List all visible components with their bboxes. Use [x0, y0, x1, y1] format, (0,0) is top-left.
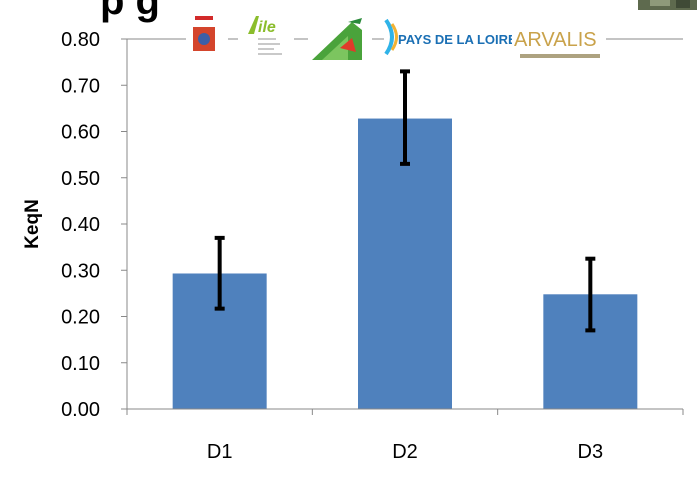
chart-title-fragment: p g	[100, 0, 160, 23]
y-tick-label: 0.10	[61, 353, 100, 375]
pays-de-la-loire-text: PAYS DE LA LOIRE	[398, 32, 517, 47]
photo-fragment	[638, 0, 697, 10]
x-axis: D1 D2 D3	[126, 408, 684, 463]
aile-logo-text: ile	[258, 19, 276, 36]
arvalis-logo: ARVALIS	[514, 29, 600, 58]
x-category-label: D3	[578, 441, 604, 463]
y-axis-title: KeqN	[22, 199, 43, 249]
y-tick-label: 0.30	[61, 260, 100, 282]
bar	[358, 118, 452, 410]
y-tick-label: 0.70	[61, 75, 100, 97]
y-tick-label: 0.00	[61, 399, 100, 421]
region-logo	[312, 18, 362, 60]
pays-de-la-loire-logo: PAYS DE LA LOIRE	[384, 18, 517, 56]
aile-logo: ile	[248, 16, 282, 55]
error-bars	[214, 69, 596, 333]
y-tick-label: 0.50	[61, 168, 100, 190]
y-tick-label: 0.20	[61, 307, 100, 329]
arvalis-text: ARVALIS	[514, 29, 597, 51]
y-tick-label: 0.60	[61, 122, 100, 144]
partner-logos: ile PAYS DE LA LOIRE ARVALIS	[186, 10, 606, 66]
y-tick-label: 0.80	[61, 29, 100, 51]
chambre-agriculture-logo	[193, 16, 215, 51]
y-tick-label: 0.40	[61, 214, 100, 236]
x-category-label: D2	[392, 441, 418, 463]
x-category-label: D1	[207, 441, 233, 463]
